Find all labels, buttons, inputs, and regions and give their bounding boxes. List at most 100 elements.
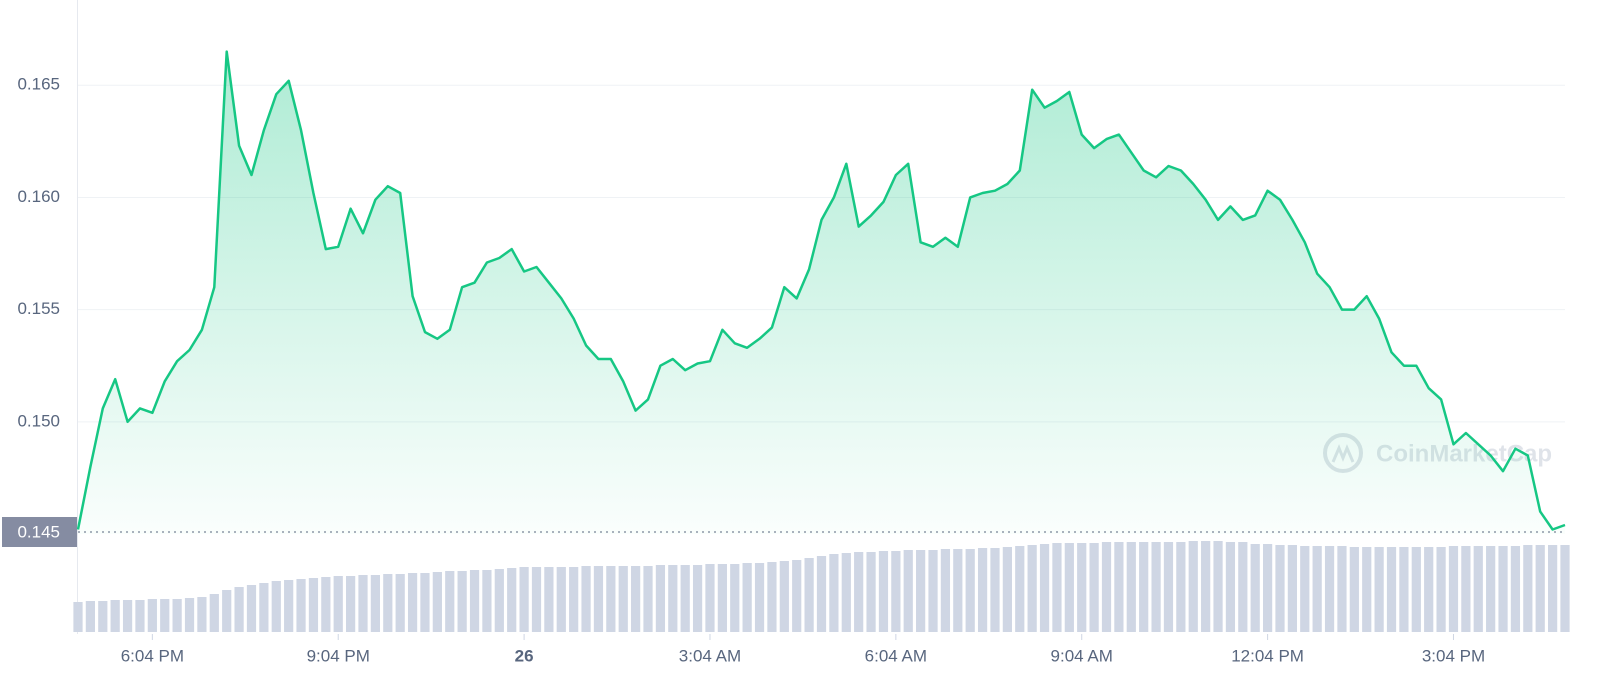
volume-bar <box>246 585 257 632</box>
volume-bar <box>1250 544 1260 632</box>
volume-bar <box>531 567 542 632</box>
volume-bar <box>1225 542 1236 632</box>
x-tick-label: 26 <box>515 646 534 665</box>
x-tick-label: 12:04 PM <box>1231 646 1304 665</box>
volume-bar <box>717 564 727 632</box>
volume-bar <box>692 565 703 632</box>
x-axis: 6:04 PM 9:04 PM 26 3:04 AM 6:04 AM 9:04 AM 12:… <box>121 634 1485 665</box>
x-tick-label: 3:04 AM <box>679 646 741 665</box>
volume-bar <box>878 551 889 632</box>
volume-bar <box>1163 542 1174 632</box>
volume-bar <box>680 565 690 632</box>
volume-bar <box>1002 547 1012 632</box>
volume-bar <box>581 566 591 632</box>
volume-bar <box>1436 547 1446 632</box>
volume-bar <box>990 548 1000 632</box>
volume-bar <box>1176 542 1186 632</box>
volume-bar <box>705 564 715 632</box>
volume-bar <box>482 570 492 632</box>
volume-bar <box>1151 542 1161 632</box>
volume-bar <box>767 562 777 632</box>
x-tick-label: 3:04 PM <box>1422 646 1485 665</box>
volume-bar <box>829 554 839 632</box>
volume-bar <box>816 556 827 632</box>
volume-bar <box>1015 546 1025 632</box>
volume-bar <box>1448 546 1459 632</box>
volume-bar <box>1188 541 1198 632</box>
volume-bar <box>1411 547 1421 632</box>
volume-bar <box>1424 547 1434 632</box>
volume-bar <box>891 551 901 632</box>
volume-bar <box>1486 546 1496 632</box>
volume-bar <box>965 549 975 632</box>
last-price-label: 0.145 <box>17 522 60 541</box>
volume-bar <box>271 581 281 632</box>
volume-bar <box>1362 547 1372 632</box>
volume-bar <box>940 549 951 632</box>
volume-bar <box>1052 543 1062 632</box>
volume-bar <box>457 571 467 632</box>
volume-bar <box>1287 545 1297 632</box>
volume-bar <box>1312 546 1322 632</box>
volume-bar <box>569 567 579 632</box>
volume-bar <box>321 577 331 632</box>
volume-bar <box>197 597 207 632</box>
volume-bar <box>977 548 988 632</box>
volume-bar <box>1213 541 1223 632</box>
volume-bar <box>593 566 604 632</box>
volume-bar <box>1473 546 1483 632</box>
volume-bar <box>445 571 455 632</box>
volume-bar <box>122 600 133 632</box>
volume-bar <box>308 578 319 632</box>
volume-bar <box>346 576 356 632</box>
price-layer <box>76 50 1566 534</box>
volume-bar <box>147 599 157 632</box>
volume-bar <box>184 598 195 632</box>
volume-bar <box>631 566 641 632</box>
volume-bar <box>110 600 120 632</box>
price-line <box>76 50 1566 531</box>
volume-bar <box>209 594 219 632</box>
volume-bar <box>1039 544 1050 632</box>
price-area <box>78 51 1565 534</box>
volume-bar <box>1461 546 1471 632</box>
volume-bar <box>841 553 851 632</box>
volume-bar <box>259 583 269 632</box>
volume-bar <box>296 579 306 632</box>
volume-bar <box>916 550 926 632</box>
volume-bar <box>1064 543 1074 632</box>
volume-bar <box>98 601 108 632</box>
volume-bar <box>172 599 182 632</box>
y-tick-label: 0.155 <box>17 299 60 318</box>
volume-bar <box>1275 545 1285 632</box>
volume-bar <box>135 600 145 632</box>
volume-bar <box>730 564 740 632</box>
volume-bar <box>544 567 554 632</box>
volume-bar <box>383 574 393 632</box>
volume-bar <box>742 563 752 632</box>
volume-bar <box>507 568 517 632</box>
y-tick-label: 0.150 <box>17 411 60 430</box>
volume-bar <box>1399 547 1409 632</box>
x-tick-label: 9:04 PM <box>307 646 370 665</box>
volume-bar <box>618 566 628 632</box>
volume-bar <box>1386 547 1397 632</box>
volume-bar <box>1349 547 1359 632</box>
volume-bar <box>1324 546 1335 632</box>
y-tick-label: 0.160 <box>17 187 60 206</box>
y-tick-label: 0.165 <box>17 75 60 94</box>
overlay: 0.145 <box>2 517 1565 547</box>
volume-bar <box>655 565 666 632</box>
volume-bar <box>854 552 864 632</box>
volume-bar <box>1126 542 1136 632</box>
volume-bar <box>928 550 938 632</box>
volume-bar <box>432 572 442 632</box>
x-tick-label: 9:04 AM <box>1051 646 1113 665</box>
volume-bar <box>73 602 83 632</box>
volume-bar <box>469 570 480 632</box>
volume-bar <box>420 573 430 632</box>
volume-bar <box>792 560 802 632</box>
volume-bar <box>407 573 418 632</box>
volume-bar <box>1114 542 1124 632</box>
